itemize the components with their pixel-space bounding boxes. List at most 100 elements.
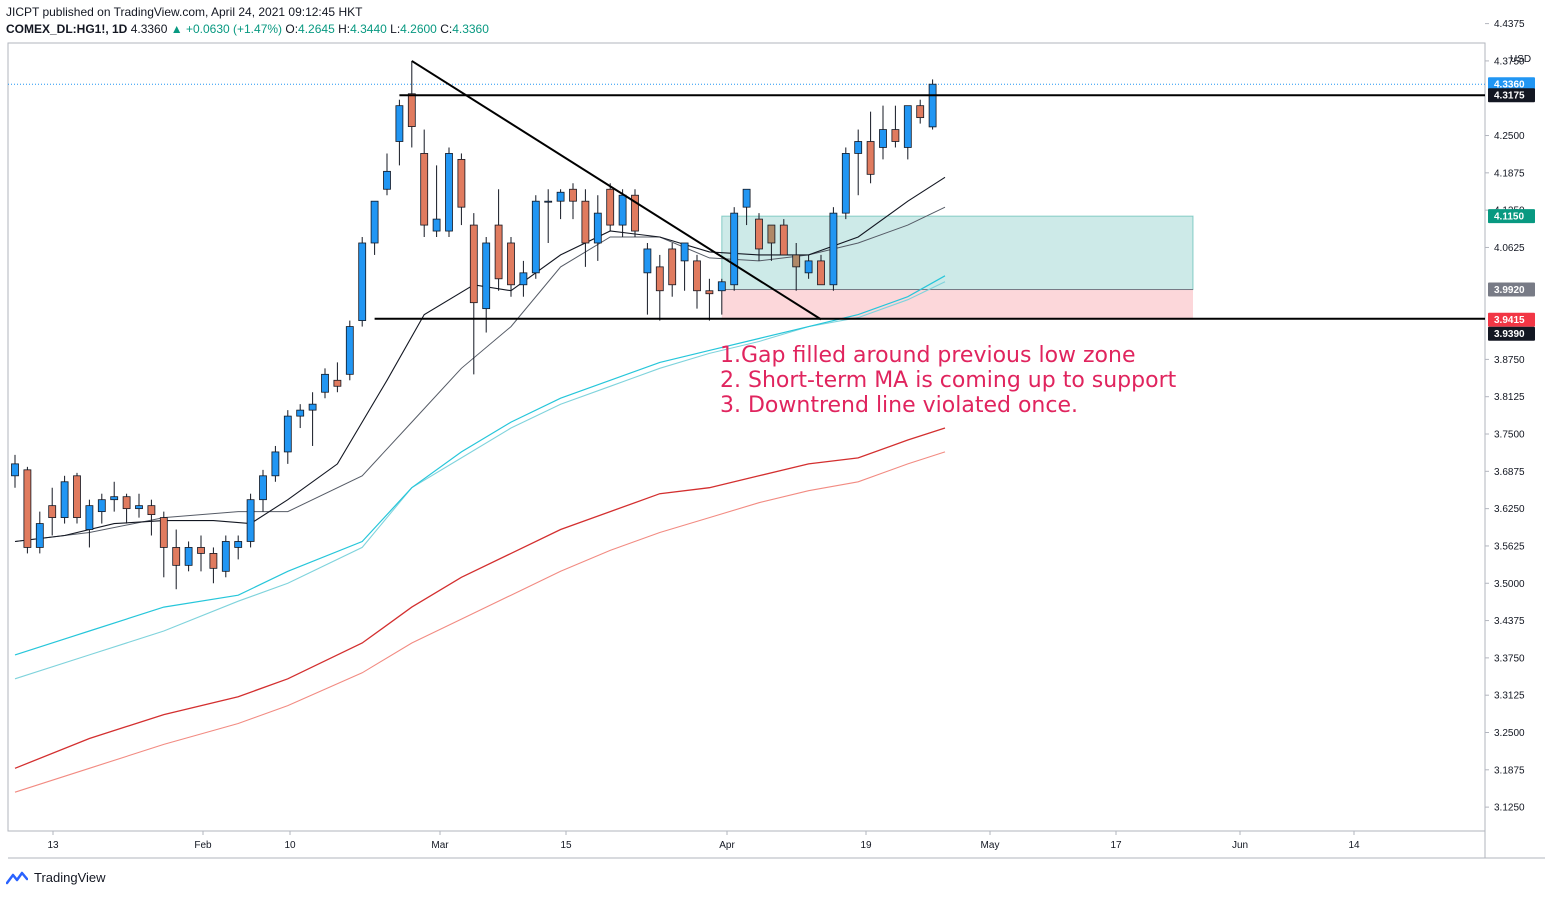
candle bbox=[23, 466, 32, 554]
tradingview-branding[interactable]: TradingView bbox=[6, 870, 106, 885]
candle-body bbox=[135, 505, 143, 510]
y-tick-label: 3.7500 bbox=[1494, 430, 1525, 441]
candle-body bbox=[928, 83, 937, 128]
x-tick-label: Apr bbox=[719, 840, 735, 851]
price-badge-label: 4.3175 bbox=[1494, 91, 1525, 102]
candle-body bbox=[631, 194, 639, 232]
risk-zone bbox=[721, 289, 1193, 320]
candle bbox=[209, 547, 218, 584]
candle bbox=[172, 529, 181, 590]
candle bbox=[271, 445, 280, 482]
candle-body bbox=[383, 170, 391, 190]
x-tick-label: Mar bbox=[431, 840, 449, 851]
candle-body bbox=[556, 191, 565, 202]
candle bbox=[11, 454, 19, 488]
candle bbox=[358, 237, 367, 327]
candle-body bbox=[643, 248, 652, 274]
y-tick-label: 3.8125 bbox=[1494, 392, 1525, 403]
x-tick-label: 15 bbox=[560, 840, 572, 851]
candle-body bbox=[655, 266, 664, 292]
candle-body bbox=[407, 93, 416, 127]
candle-body bbox=[693, 260, 701, 292]
candle-body bbox=[97, 499, 106, 513]
annotation-line: 1.Gap filled around previous low zone bbox=[720, 343, 1136, 368]
candle bbox=[122, 493, 131, 524]
candle bbox=[184, 541, 193, 572]
candle-body bbox=[184, 547, 193, 566]
close-label: C: bbox=[440, 22, 453, 36]
candle-body bbox=[767, 224, 776, 244]
candle-body bbox=[370, 200, 379, 244]
candle bbox=[234, 535, 243, 560]
candle-body bbox=[271, 451, 280, 477]
candle bbox=[519, 260, 528, 297]
candle bbox=[221, 535, 230, 578]
candle-body bbox=[35, 523, 44, 548]
candle-body bbox=[420, 153, 429, 226]
candle-body bbox=[879, 129, 887, 148]
candle bbox=[531, 195, 540, 279]
y-axis: 4.43754.37504.25004.18754.12504.06253.87… bbox=[1485, 19, 1531, 814]
candle bbox=[432, 165, 441, 238]
candle-body bbox=[817, 260, 825, 286]
candle-body bbox=[432, 218, 441, 232]
candle-body bbox=[333, 379, 342, 387]
candle-body bbox=[482, 242, 491, 310]
candle-body bbox=[296, 409, 305, 417]
candle bbox=[866, 111, 875, 184]
candle-body bbox=[172, 547, 181, 566]
candle bbox=[469, 213, 478, 375]
candle bbox=[680, 242, 689, 291]
y-tick-label: 3.1875 bbox=[1494, 765, 1525, 776]
downtrend-line bbox=[411, 60, 822, 321]
candle-body bbox=[147, 505, 156, 516]
candle bbox=[817, 254, 825, 286]
candle-body bbox=[321, 373, 329, 393]
candle bbox=[296, 404, 305, 429]
price-change: ▲ +0.0630 (+1.47%) bbox=[170, 22, 283, 36]
candle-body bbox=[668, 248, 677, 286]
ma-line-ema-cyan2 bbox=[14, 281, 946, 680]
candle-body bbox=[569, 188, 577, 202]
candle bbox=[556, 189, 565, 220]
symbol-name[interactable]: COMEX_DL:HG1!, 1D bbox=[6, 22, 128, 36]
candle bbox=[730, 207, 739, 291]
ma-line-sma-mid bbox=[14, 206, 946, 542]
open-value: 4.2645 bbox=[298, 22, 335, 36]
candle-body bbox=[221, 541, 230, 572]
candle bbox=[779, 219, 788, 256]
annotation-line: 2. Short-term MA is coming up to support bbox=[720, 368, 1177, 393]
candle bbox=[606, 183, 615, 232]
candle-body bbox=[829, 212, 838, 286]
price-badge-bg bbox=[1488, 209, 1535, 224]
currency-label: USD bbox=[1510, 54, 1531, 65]
candle-body bbox=[544, 200, 553, 203]
y-tick-label: 4.1875 bbox=[1494, 168, 1525, 179]
y-tick-label: 3.5625 bbox=[1494, 541, 1525, 552]
candle-body bbox=[395, 105, 404, 142]
candle-body bbox=[345, 326, 354, 375]
candle bbox=[631, 189, 639, 238]
candle-body bbox=[23, 469, 32, 548]
x-tick-label: May bbox=[981, 840, 1000, 851]
candle bbox=[903, 105, 912, 160]
price-badge-label: 3.9415 bbox=[1494, 315, 1525, 326]
candle-body bbox=[891, 129, 900, 142]
candle bbox=[494, 189, 503, 291]
x-tick-label: 13 bbox=[47, 840, 59, 851]
candle-body bbox=[519, 272, 528, 286]
y-tick-label: 3.6250 bbox=[1494, 504, 1525, 515]
candle bbox=[457, 153, 466, 226]
candle bbox=[755, 213, 763, 261]
candle bbox=[110, 481, 119, 512]
price-badge-bg bbox=[1488, 312, 1535, 327]
candle-body bbox=[122, 496, 131, 510]
ma-line-ema-cyan bbox=[14, 275, 946, 656]
candle-body bbox=[742, 188, 751, 208]
y-tick-label: 3.8750 bbox=[1494, 355, 1525, 366]
candle bbox=[916, 99, 925, 124]
ma-line-ema-red2 bbox=[14, 451, 946, 793]
candle bbox=[407, 60, 416, 148]
y-tick-label: 3.3125 bbox=[1494, 691, 1525, 702]
